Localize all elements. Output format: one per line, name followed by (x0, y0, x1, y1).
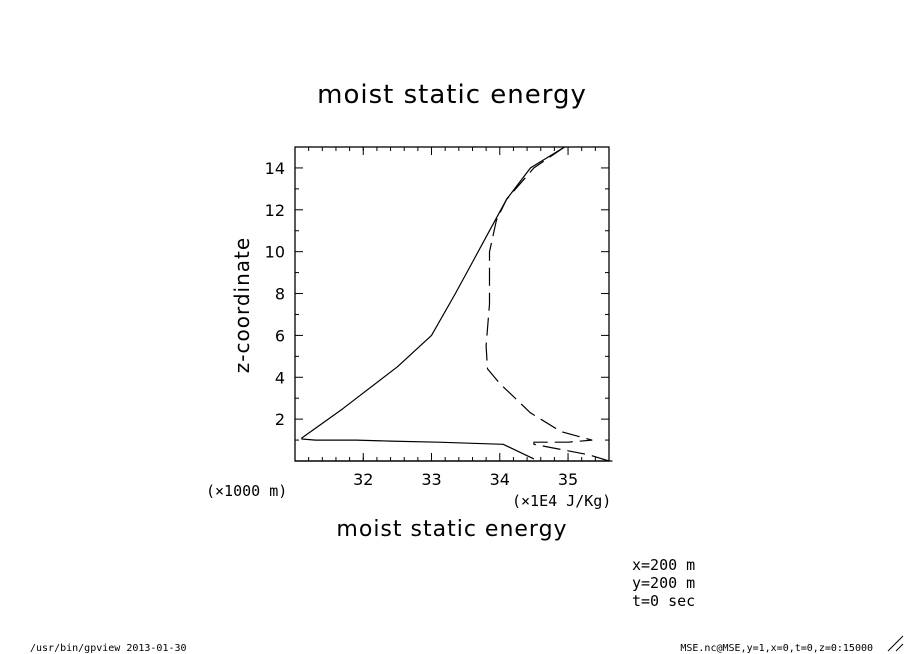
x-axis-label: moist static energy (336, 517, 567, 542)
footer-right: MSE.nc@MSE,y=1,x=0,t=0,z=0:15000 (680, 643, 873, 654)
corner-mark-2 (895, 643, 904, 652)
series-solid-line (301, 146, 565, 460)
x-tick-label: 34 (490, 470, 510, 489)
chart-title: moist static energy (317, 80, 587, 110)
y-tick-label: 14 (265, 159, 285, 178)
x-tick-label: 32 (353, 470, 373, 489)
y-tick-label: 8 (275, 285, 285, 304)
y-tick-label: 6 (275, 326, 285, 345)
plot-frame (294, 146, 610, 462)
x-tick-label: 35 (558, 470, 578, 489)
annotation-t: t=0 sec (632, 592, 695, 610)
y-tick-label: 4 (275, 368, 285, 387)
y-unit-label: (×1000 m) (206, 482, 287, 500)
annotation-x: x=200 m (632, 556, 695, 574)
x-tick-label: 33 (421, 470, 441, 489)
footer-left: /usr/bin/gpview 2013-01-30 (30, 643, 187, 654)
y-tick-label: 2 (275, 410, 285, 429)
data-series (301, 146, 610, 462)
x-unit-label: (×1E4 J/Kg) (512, 492, 611, 510)
y-axis-label: z-coordinate (230, 237, 254, 373)
tick-marks: 32 33 34 35 2 4 6 8 10 12 14 (265, 146, 613, 489)
y-tick-label: 12 (265, 201, 285, 220)
annotation-y: y=200 m (632, 574, 695, 592)
y-tick-label: 10 (265, 243, 285, 262)
series-dashed-line (485, 146, 610, 462)
corner-mark (887, 635, 904, 652)
